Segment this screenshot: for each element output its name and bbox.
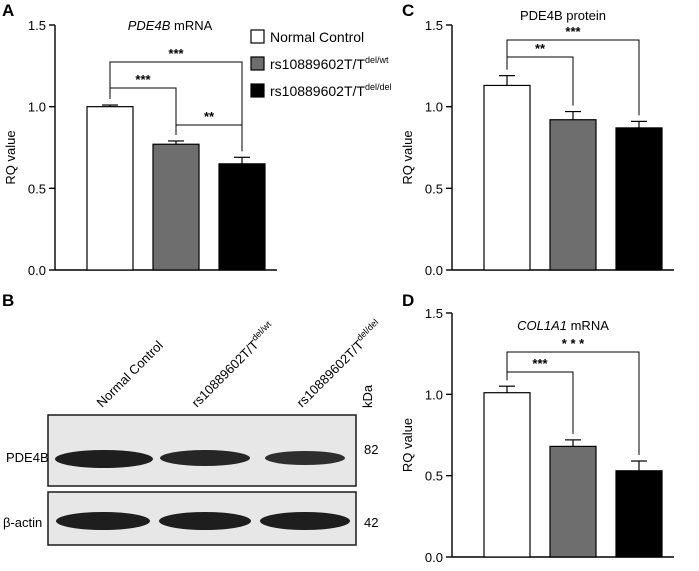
legend-label-normal-control: Normal Control (270, 29, 364, 45)
chart-title: PDE4B mRNA (128, 18, 213, 33)
chart-title-italic: COL1A1 (517, 318, 567, 333)
significance-bracket (109, 87, 177, 135)
y-tick-label: 0.0 (425, 263, 443, 278)
y-axis-label: RQ value (400, 418, 415, 472)
western-blot-panel: Normal Control rs10889602T/Tdel/wt rs108… (3, 317, 380, 546)
bar (86, 106, 134, 271)
blot-kda-beta-actin: 42 (364, 515, 378, 530)
legend-item-del-del: rs10889602T/Tdel/del (250, 82, 391, 99)
significance-label: ** (535, 41, 546, 56)
bar (615, 470, 663, 558)
chart-title-text: mRNA (170, 18, 212, 33)
legend-swatch-del-del (250, 83, 265, 98)
significance-label: * * * (562, 336, 585, 351)
significance-bracket (506, 39, 640, 116)
significance-label: *** (135, 72, 151, 87)
chart-title-italic: PDE4B (128, 18, 171, 33)
y-tick-label: 0.5 (425, 469, 443, 484)
blot-band-actin-del-del (260, 512, 350, 530)
significance-bracket (506, 56, 574, 106)
legend-label-del-wt: rs10889602T/Tdel/wt (270, 55, 389, 72)
significance-bracket (175, 124, 243, 152)
y-tick-label: 1.0 (28, 100, 46, 115)
legend-swatch-del-wt (250, 56, 265, 71)
chart-title-text: PDE4B protein (520, 8, 606, 23)
panel-letter-a: A (2, 1, 14, 20)
blot-lane-label-normal-control: Normal Control (94, 338, 166, 410)
y-tick-label: 1.0 (425, 387, 443, 402)
bar (549, 445, 597, 558)
blot-row-label-pde4b: PDE4B (6, 450, 49, 465)
chart-title-text: mRNA (567, 318, 609, 333)
chart-title: COL1A1 mRNA (517, 318, 609, 333)
significance-label: *** (532, 356, 548, 371)
significance-label: ** (204, 109, 215, 124)
legend-label-del-del: rs10889602T/Tdel/del (270, 82, 391, 99)
y-tick-label: 1.0 (425, 100, 443, 115)
blot-band-actin-del-wt (159, 512, 251, 530)
blot-band-pde4b-normal-control (55, 450, 153, 468)
blot-row-label-beta-actin: β-actin (3, 515, 42, 530)
blot-kda-pde4b: 82 (364, 442, 378, 457)
panel-letter-c: C (402, 1, 414, 20)
y-tick-label: 0.0 (425, 550, 443, 565)
bar (152, 143, 200, 271)
y-tick-label: 1.5 (425, 306, 443, 321)
blot-kda-label: kDa (360, 384, 375, 408)
blot-band-pde4b-del-del (265, 451, 345, 465)
blot-lane-label-del-wt: rs10889602T/Tdel/wt (187, 319, 278, 410)
significance-label: *** (168, 46, 184, 61)
bar (615, 127, 663, 271)
y-tick-label: 0.5 (28, 181, 46, 196)
bar (483, 392, 531, 558)
legend-item-del-wt: rs10889602T/Tdel/wt (250, 55, 389, 72)
y-tick-label: 1.5 (425, 18, 443, 33)
bar (549, 119, 597, 271)
chart-col1a1-mrna: COL1A1 mRNA 0.0 0.5 1.0 1.5 RQ value * * * *** (400, 306, 674, 565)
y-tick-label: 1.5 (28, 18, 46, 33)
blot-band-actin-normal-control (56, 512, 150, 530)
significance-bracket (109, 61, 243, 152)
y-tick-label: 0.0 (28, 263, 46, 278)
significance-bracket (506, 371, 574, 434)
legend-swatch-normal-control (250, 29, 265, 44)
bar (218, 163, 266, 271)
significance-label: *** (565, 24, 581, 39)
bar (483, 84, 531, 271)
y-axis-label: RQ value (400, 130, 415, 184)
blot-band-pde4b-del-wt (160, 450, 250, 466)
legend: Normal Control rs10889602T/Tdel/wt rs108… (250, 29, 391, 99)
y-axis-label: RQ value (3, 130, 18, 184)
significance-bracket (506, 351, 640, 456)
legend-item-normal-control: Normal Control (250, 29, 364, 45)
panel-letter-d: D (402, 291, 414, 310)
panel-letter-b: B (2, 291, 14, 310)
y-tick-label: 0.5 (425, 181, 443, 196)
chart-title: PDE4B protein (520, 8, 606, 23)
